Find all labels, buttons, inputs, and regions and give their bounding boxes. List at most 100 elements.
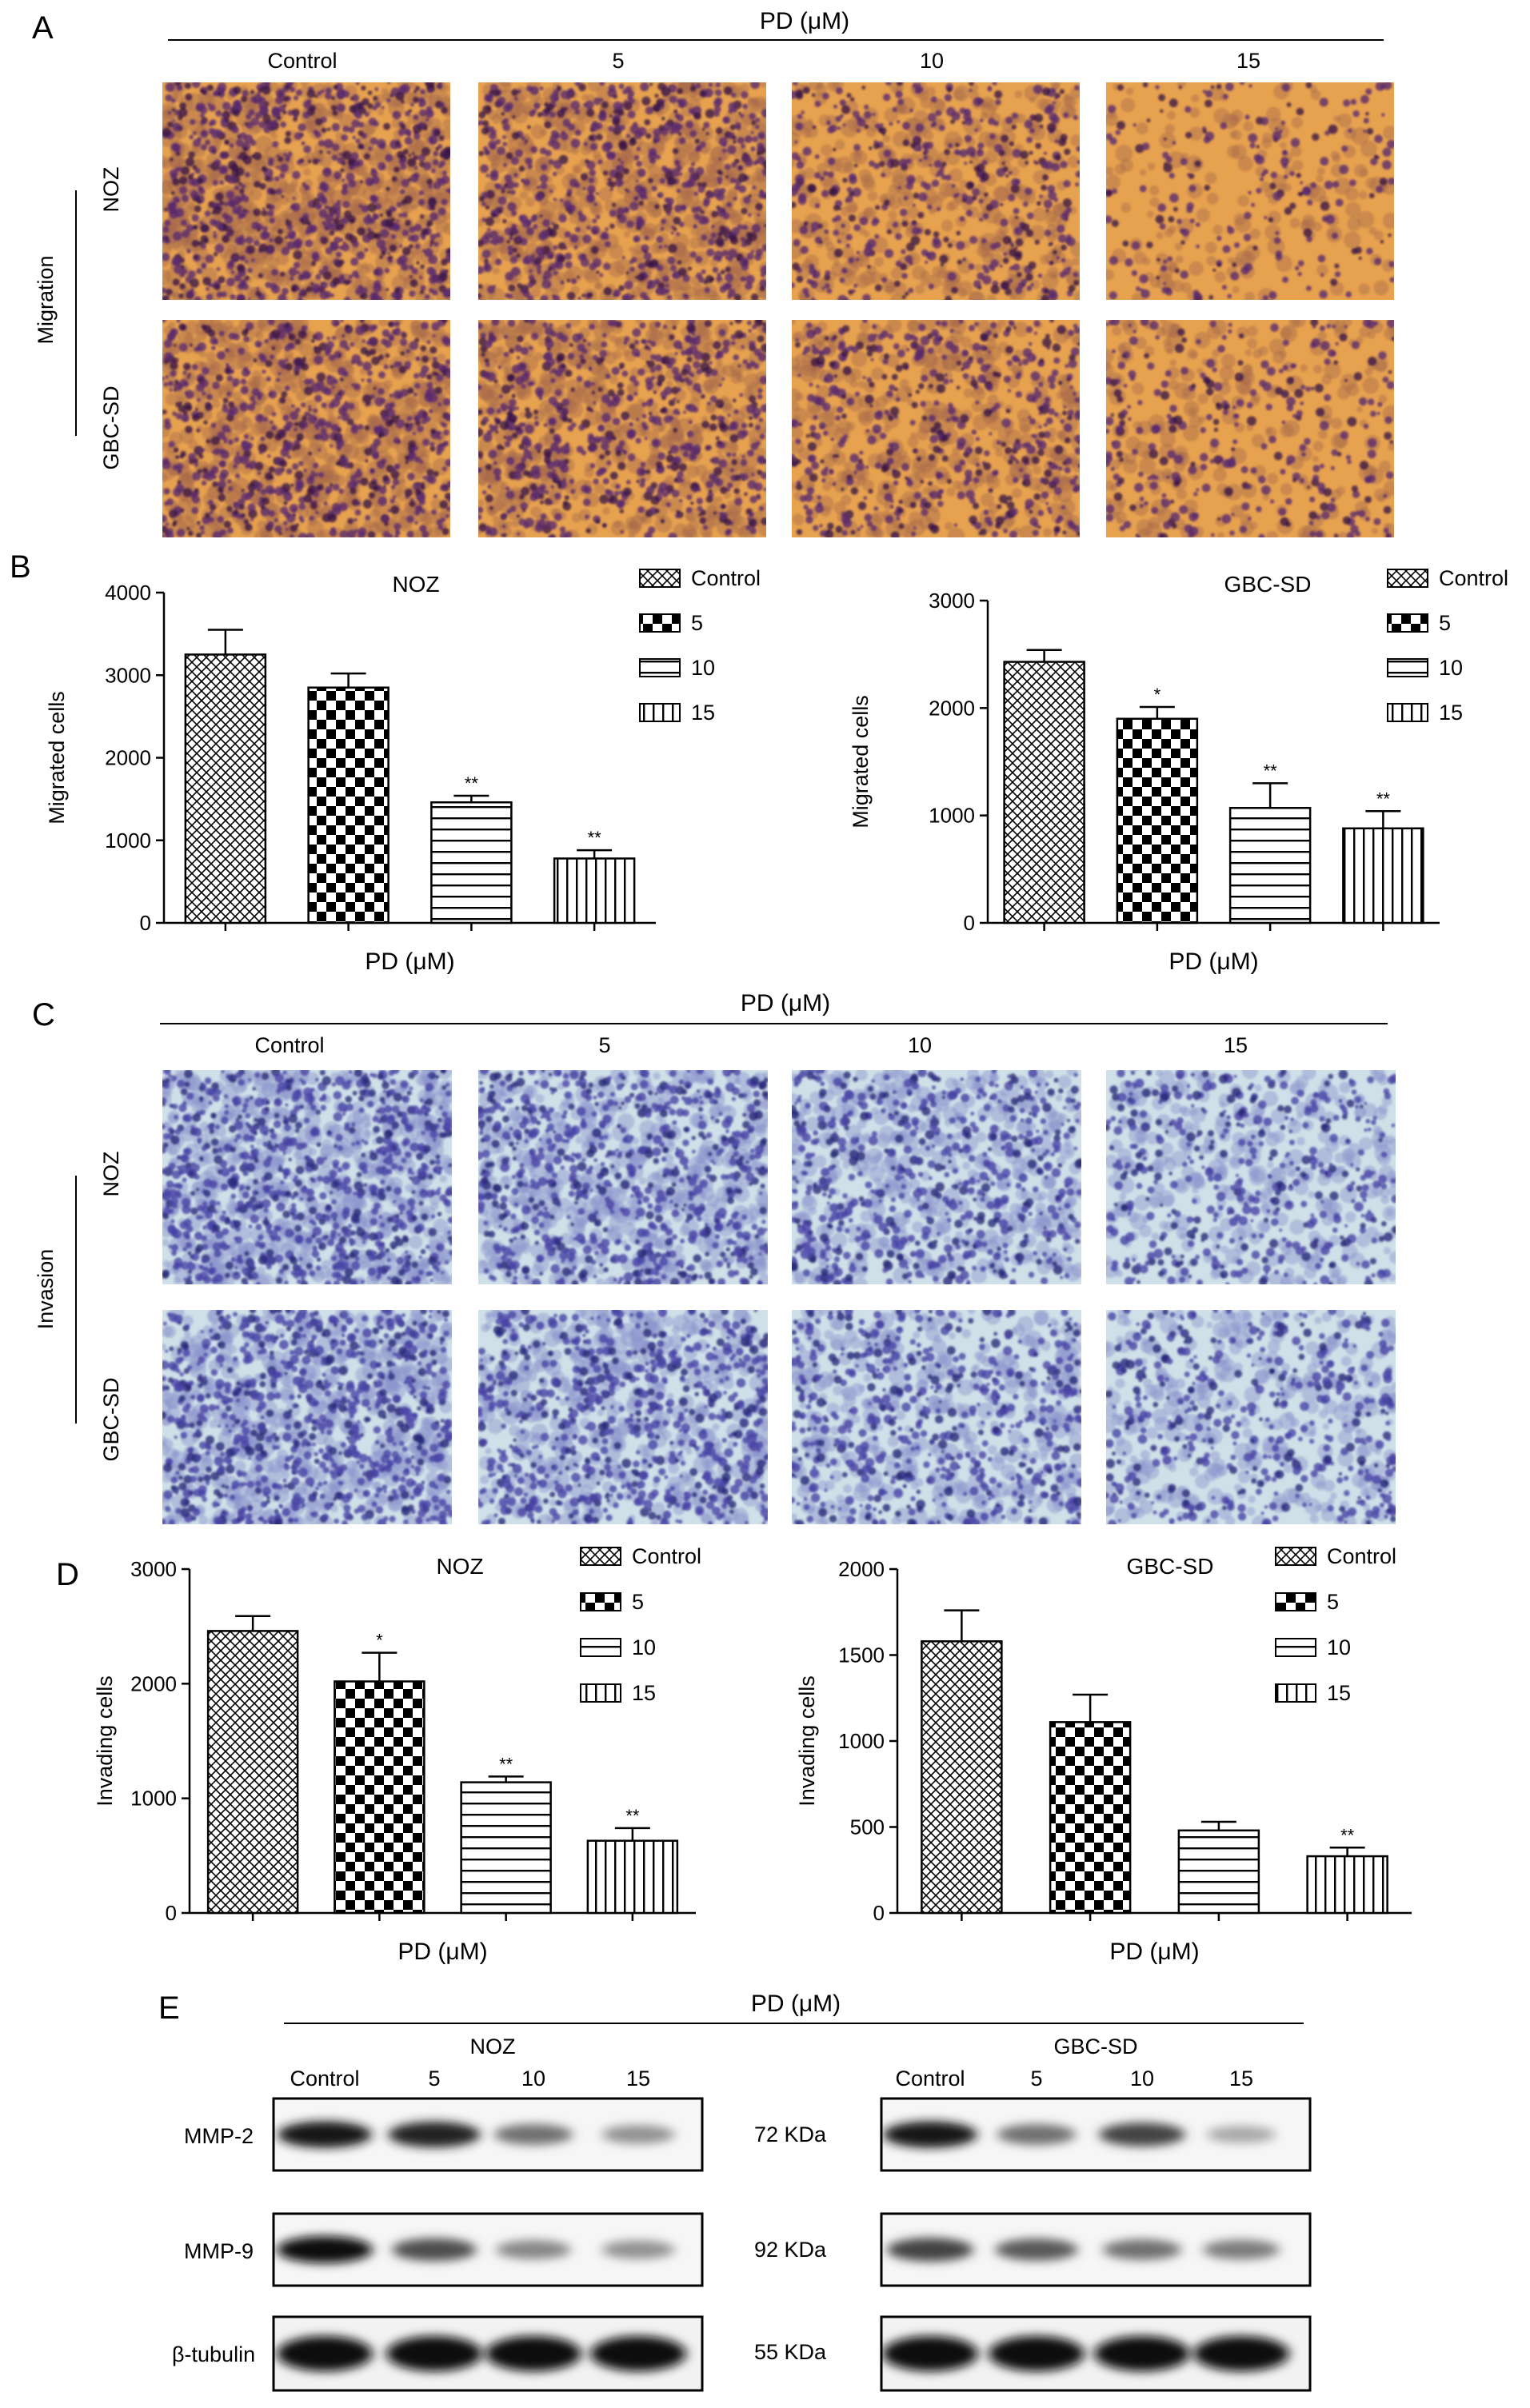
y-axis-label: Migrated cells xyxy=(849,695,873,829)
legend-label: 10 xyxy=(691,656,715,680)
bar-5 xyxy=(1116,717,1199,924)
y-axis-label: Invading cells xyxy=(795,1675,819,1807)
micrograph-noz-3 xyxy=(1106,82,1394,300)
legend-swatch xyxy=(1387,613,1428,633)
micrograph-noz-0 xyxy=(162,1070,452,1284)
legend-swatch xyxy=(1387,658,1428,677)
micrograph-grid-invasion xyxy=(162,1070,1396,1524)
legend-label: Control xyxy=(632,1544,701,1568)
y-tick-label: 4000 xyxy=(105,581,151,605)
micrograph-gbc-sd-3 xyxy=(1106,1310,1396,1524)
significance-label: ** xyxy=(588,828,602,848)
band-label-tubulin: β-tubulin xyxy=(172,2342,255,2366)
band-label-mmp2: MMP-2 xyxy=(184,2124,254,2148)
band-lane-2 xyxy=(1099,2122,1185,2146)
legend-swatch xyxy=(639,613,681,633)
micrograph-gbc-sd-2 xyxy=(792,320,1080,537)
band-lane-0 xyxy=(883,2121,977,2148)
dose-label-a-5: 5 xyxy=(612,49,624,73)
row-label-a-gbcsd: GBC-SD xyxy=(99,385,123,469)
chart-title: GBC-SD xyxy=(1224,572,1312,597)
legend-swatch xyxy=(1387,569,1428,588)
x-axis-label: PD (μM) xyxy=(365,948,454,975)
bar-15 xyxy=(1306,1855,1388,1915)
legend-label: 5 xyxy=(1439,611,1451,635)
legend-swatch xyxy=(639,658,681,677)
lane-label-noz-15: 15 xyxy=(626,2067,650,2091)
row-label-c-noz: NOZ xyxy=(99,1152,123,1197)
significance-label: ** xyxy=(625,1806,640,1826)
y-tick-label: 0 xyxy=(964,911,975,935)
western-blots xyxy=(272,2097,1312,2392)
blot-MMP-9-noz xyxy=(272,2212,704,2287)
legend-label: 10 xyxy=(632,1635,656,1659)
blot-β-tubulin-noz xyxy=(272,2315,704,2392)
legend-label: 15 xyxy=(1439,701,1463,725)
bar-10 xyxy=(460,1781,552,1915)
legend-label: Control xyxy=(691,566,761,590)
micrograph-noz-2 xyxy=(792,1070,1081,1284)
y-tick-label: 2000 xyxy=(929,696,975,720)
pd-header-a: PD (μM) xyxy=(760,8,849,34)
significance-label: ** xyxy=(499,1754,513,1774)
legend-swatch xyxy=(1275,1547,1316,1566)
row-label-a-noz: NOZ xyxy=(99,167,123,213)
band-lane-1 xyxy=(392,2238,477,2262)
micrograph-noz-1 xyxy=(478,1070,768,1284)
significance-label: ** xyxy=(1340,1825,1355,1845)
panel-letter-e: E xyxy=(158,1991,180,2026)
bar-5 xyxy=(307,686,389,924)
bar-10 xyxy=(430,801,513,924)
y-tick-label: 2000 xyxy=(130,1671,177,1695)
blot-MMP-2-gbc xyxy=(880,2097,1312,2172)
blot-group-noz: NOZ xyxy=(470,2035,516,2059)
band-size-tubulin: 55 KDa xyxy=(754,2340,827,2364)
band-label-mmp9: MMP-9 xyxy=(184,2239,254,2263)
chart-title: NOZ xyxy=(392,572,439,597)
legend-swatch xyxy=(1275,1683,1316,1703)
bar-Control xyxy=(184,653,267,924)
blot-MMP-2-noz xyxy=(272,2097,704,2172)
legend-label: 5 xyxy=(691,611,703,635)
micrograph-gbc-sd-1 xyxy=(478,320,766,537)
band-lane-0 xyxy=(887,2238,973,2262)
band-lane-0 xyxy=(277,2336,373,2371)
legend-label: 15 xyxy=(1327,1681,1351,1705)
band-lane-1 xyxy=(388,2121,481,2148)
micrograph-noz-2 xyxy=(792,82,1080,300)
legend-swatch xyxy=(580,1547,621,1566)
legend-label: 15 xyxy=(691,701,715,725)
dose-label-a-15: 15 xyxy=(1236,49,1260,73)
legend-label: 10 xyxy=(1327,1635,1351,1659)
blot-β-tubulin-gbc xyxy=(880,2315,1312,2392)
y-tick-label: 3000 xyxy=(130,1557,177,1581)
lane-label-gbc-5: 5 xyxy=(1030,2067,1042,2091)
bar-Control xyxy=(206,1630,299,1915)
band-lane-1 xyxy=(989,2336,1085,2371)
y-tick-label: 0 xyxy=(166,1901,177,1925)
legend-label: 15 xyxy=(632,1681,656,1705)
band-size-mmp9: 92 KDa xyxy=(754,2238,827,2262)
bar-5 xyxy=(334,1680,425,1915)
band-lane-3 xyxy=(1206,2126,1276,2143)
dose-label-c-5: 5 xyxy=(598,1033,610,1057)
y-tick-label: 0 xyxy=(873,1901,885,1925)
band-lane-3 xyxy=(601,2240,675,2259)
dose-label-a-10: 10 xyxy=(920,49,944,73)
legend-swatch xyxy=(1387,703,1428,722)
legend-swatch xyxy=(580,1592,621,1611)
lane-label-noz-10: 10 xyxy=(521,2067,545,2091)
legend-swatch xyxy=(639,569,681,588)
dose-label-c-15: 15 xyxy=(1224,1033,1248,1057)
y-tick-label: 2000 xyxy=(105,746,151,770)
band-lane-1 xyxy=(997,2124,1077,2145)
blot-MMP-9-gbc xyxy=(880,2212,1312,2287)
bar-15 xyxy=(1342,827,1424,924)
y-tick-label: 0 xyxy=(140,911,151,935)
y-tick-label: 500 xyxy=(850,1815,885,1839)
band-lane-2 xyxy=(493,2124,573,2145)
band-lane-2 xyxy=(1094,2336,1190,2371)
chart-migration-noz: 0 1000 2000 3000 4000 ** ** NOZ PD (μM) Migrated … xyxy=(45,566,761,975)
micrograph-noz-0 xyxy=(162,82,450,300)
